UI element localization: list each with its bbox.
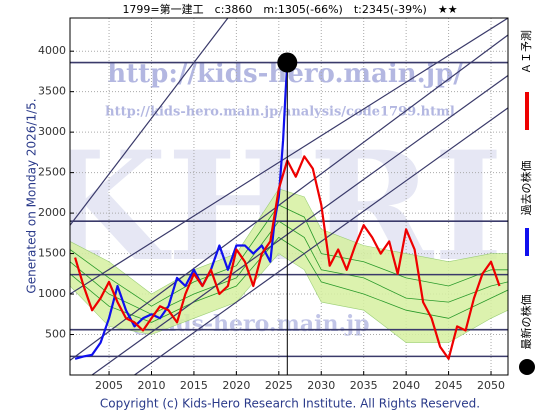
trend-line bbox=[70, 34, 508, 361]
legend-label: 過去の株価 bbox=[519, 161, 533, 216]
x-tick-label: 2040 bbox=[392, 379, 420, 392]
x-tick-label: 2030 bbox=[307, 379, 335, 392]
y-tick-label: 3500 bbox=[38, 85, 66, 98]
x-tick-label: 2005 bbox=[95, 379, 123, 392]
legend-label: 最新の株価 bbox=[519, 295, 533, 350]
y-tick-label: 3000 bbox=[38, 125, 66, 138]
y-tick-label: 2500 bbox=[38, 166, 66, 179]
x-tick-label: 2015 bbox=[180, 379, 208, 392]
trend-line bbox=[70, 18, 508, 295]
y-tick-label: 1000 bbox=[38, 287, 66, 300]
trend-line bbox=[134, 107, 508, 375]
ensemble-line bbox=[70, 204, 508, 307]
copyright: Copyright (c) Kids-Hero Research Institu… bbox=[100, 397, 480, 411]
x-tick-label: 2045 bbox=[435, 379, 463, 392]
trend-line bbox=[70, 18, 229, 226]
legend-label: ＡＩ予測 bbox=[519, 30, 533, 74]
generated-note: Generated on Monday 2026/1/5. bbox=[25, 98, 39, 293]
y-tick-label: 500 bbox=[45, 328, 66, 341]
chart-title: 1799=第一建工 c:3860 m:1305(-66%) t:2345(-39… bbox=[122, 2, 457, 16]
x-tick-label: 2010 bbox=[137, 379, 165, 392]
y-tick-label: 1500 bbox=[38, 247, 66, 260]
y-tick-label: 4000 bbox=[38, 44, 66, 57]
x-tick-label: 2050 bbox=[477, 379, 505, 392]
legend-swatch bbox=[519, 359, 535, 375]
watermark: http://kids-hero.main.jp/analysis/code17… bbox=[105, 105, 455, 120]
forecast-band bbox=[70, 188, 508, 343]
x-tick-label: 2025 bbox=[265, 379, 293, 392]
plot-border bbox=[69, 17, 509, 376]
x-tick-label: 2035 bbox=[350, 379, 378, 392]
x-tick-label: 2020 bbox=[222, 379, 250, 392]
plot-area: http://kids-hero.main.jp/http://kids-her… bbox=[70, 18, 508, 375]
trend-line bbox=[91, 74, 508, 375]
y-tick-label: 2000 bbox=[38, 206, 66, 219]
latest-price-dot bbox=[277, 52, 298, 73]
